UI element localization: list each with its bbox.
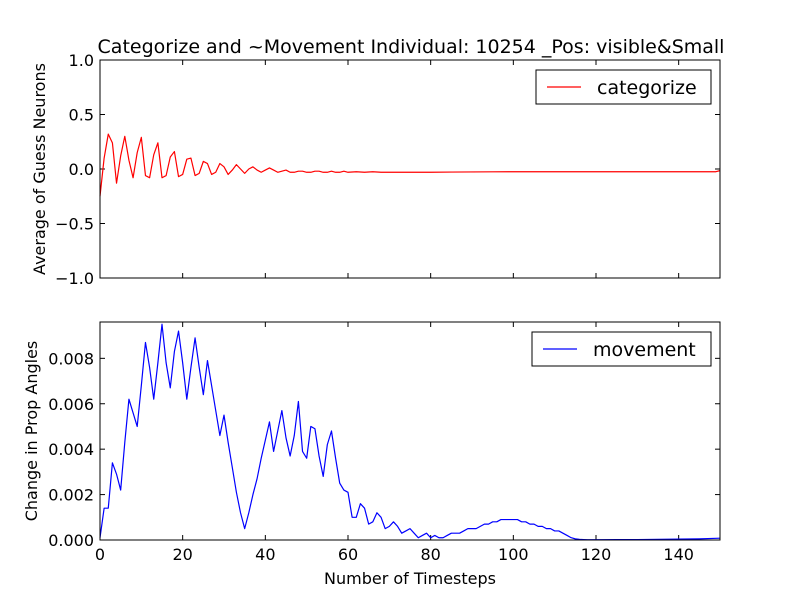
x-tick-label: 80 — [420, 545, 440, 564]
x-tick-label: 40 — [255, 545, 275, 564]
bottom-plot-area: 0.000 0.002 0.004 0.006 0.008 0 20 40 60 80 100 120… — [48, 321, 721, 564]
x-tick-label: 0 — [95, 545, 105, 564]
x-axis-label: Number of Timesteps — [324, 569, 496, 588]
top-y-axis-label: Average of Guess Neurons — [30, 63, 49, 275]
series-line-movement — [99, 323, 721, 541]
y-tick-label: 1.0 — [69, 51, 94, 70]
x-tick-label: 20 — [172, 545, 192, 564]
bottom-y-axis-label: Change in Prop Angles — [22, 341, 41, 522]
series-line-categorize — [99, 133, 721, 197]
y-tick-label: 0.000 — [48, 531, 94, 550]
y-tick-label: −1.0 — [55, 269, 94, 288]
legend-label-movement: movement — [593, 339, 696, 361]
y-tick-label: 0.008 — [48, 349, 94, 368]
x-tick-label: 100 — [498, 545, 529, 564]
y-tick-label: 0.002 — [48, 486, 94, 505]
y-tick-label: 0.006 — [48, 395, 94, 414]
chart-title: Categorize and ~Movement Individual: 102… — [98, 36, 725, 58]
x-tick-label: 120 — [581, 545, 612, 564]
x-tick-label: 140 — [663, 545, 694, 564]
y-tick-label: 0.5 — [69, 106, 94, 125]
y-tick-label: −0.5 — [55, 215, 94, 234]
legend-label-categorize: categorize — [597, 77, 697, 99]
y-tick-label: 0.004 — [48, 440, 94, 459]
top-plot-area: 1.0 0.5 0.0 −0.5 −1.0 categorize — [55, 51, 721, 288]
axes-frame — [99, 59, 721, 279]
y-tick-label: 0.0 — [69, 160, 94, 179]
x-tick-label: 60 — [338, 545, 358, 564]
axes-frame — [99, 321, 721, 541]
